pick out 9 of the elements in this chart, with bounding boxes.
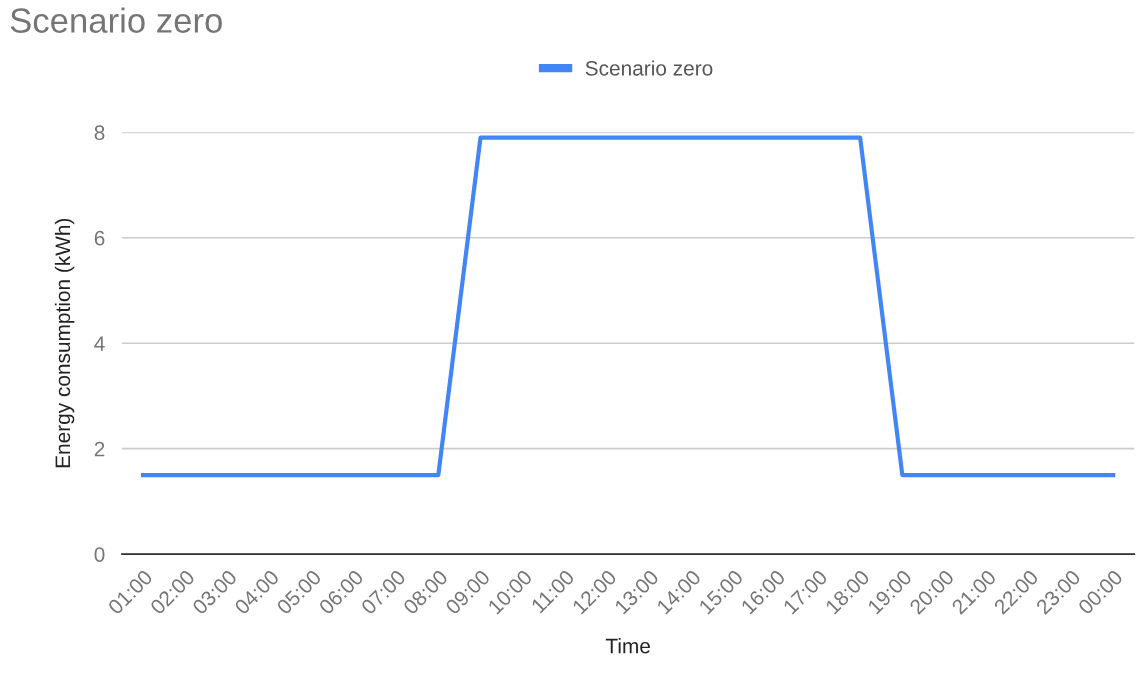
- y-tick-label: 8: [94, 125, 105, 141]
- y-axis-title: Energy consumption (kWh): [54, 218, 75, 468]
- y-tick-label: 0: [94, 547, 105, 562]
- y-tick-label: 4: [94, 336, 105, 351]
- y-tick-label: 2: [94, 441, 105, 457]
- legend-label: Scenario zero: [585, 60, 713, 76]
- y-tick-label: 6: [94, 230, 105, 246]
- chart-title: Scenario zero: [10, 7, 222, 33]
- x-axis-title: Time: [605, 638, 650, 654]
